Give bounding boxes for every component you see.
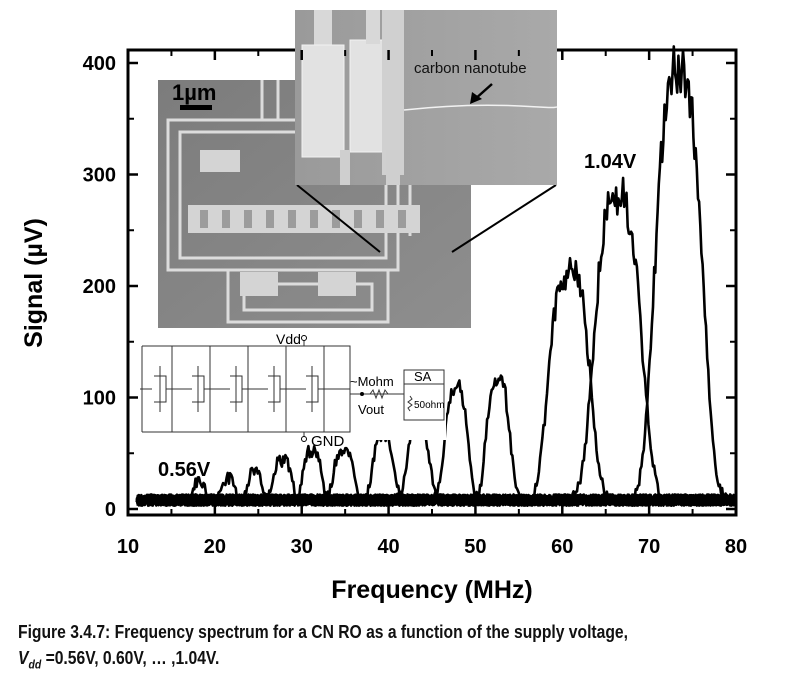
spectrum-chart: 1µm carbon nanotube bbox=[20, 10, 747, 604]
gnd-label: GND bbox=[311, 433, 345, 450]
spectrum-trace-12 bbox=[135, 45, 738, 507]
sem-inset: 1µm carbon nanotube bbox=[158, 10, 558, 328]
low-voltage-label: 0.56V bbox=[158, 459, 211, 481]
x-axis: 10 20 30 40 50 60 70 80 bbox=[117, 50, 747, 558]
sa-label: SA bbox=[414, 369, 432, 384]
mohm-label: ~Mohm bbox=[350, 374, 394, 389]
vout-label: Vout bbox=[358, 402, 384, 417]
arrow-icon bbox=[470, 83, 493, 104]
x-tick-label: 70 bbox=[638, 536, 660, 558]
spectrum-traces bbox=[135, 45, 738, 508]
x-tick-label: 50 bbox=[464, 536, 486, 558]
nanotube-label: carbon nanotube bbox=[414, 60, 527, 77]
y-tick-label: 200 bbox=[83, 276, 116, 298]
figure-caption-line1: Figure 3.4.7: Frequency spectrum for a C… bbox=[18, 622, 628, 642]
x-tick-label: 20 bbox=[204, 536, 226, 558]
zoom-connector bbox=[296, 184, 381, 253]
circuit-schematic: Vdd GND ~Mohm Vout SA 50ohm bbox=[136, 331, 446, 450]
ring-oscillator-cells bbox=[200, 210, 406, 228]
vdd-label: Vdd bbox=[276, 331, 301, 347]
x-tick-label: 40 bbox=[377, 536, 399, 558]
inverter-stages bbox=[140, 340, 445, 438]
zoom-connector bbox=[451, 184, 557, 253]
scale-bar-label: 1µm bbox=[172, 80, 216, 105]
y-tick-label: 400 bbox=[83, 53, 116, 75]
ohm-label: 50ohm bbox=[414, 400, 445, 411]
y-axis: 0 100 200 300 400 bbox=[83, 53, 736, 521]
x-tick-label: 10 bbox=[117, 536, 139, 558]
x-tick-label: 60 bbox=[551, 536, 573, 558]
spectrum-trace-11 bbox=[136, 176, 737, 507]
vdd-symbol: Vdd bbox=[18, 648, 42, 672]
x-tick-label: 80 bbox=[725, 536, 747, 558]
x-axis-title: Frequency (MHz) bbox=[331, 576, 532, 604]
scale-bar bbox=[180, 105, 212, 110]
x-tick-label: 30 bbox=[291, 536, 313, 558]
y-tick-label: 0 bbox=[105, 499, 116, 521]
y-tick-label: 300 bbox=[83, 165, 116, 187]
figure-caption-line2: Vdd =0.56V, 0.60V, … ,1.04V. bbox=[18, 648, 220, 672]
y-axis-title: Signal (µV) bbox=[20, 218, 48, 348]
y-tick-label: 100 bbox=[83, 388, 116, 410]
nanotube-line bbox=[403, 104, 558, 111]
high-voltage-label: 1.04V bbox=[584, 151, 637, 173]
